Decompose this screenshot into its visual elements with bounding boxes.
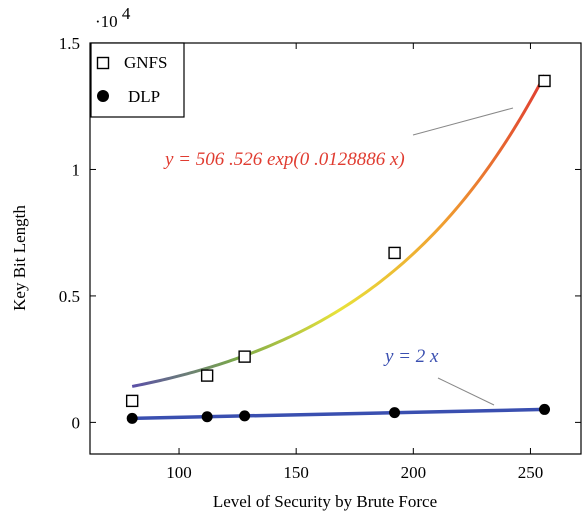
y-tick-label: 0	[72, 413, 81, 432]
gnfs-point	[238, 350, 251, 363]
axis-ticks: 100 150 200 250 0 0.5 1 1.5	[59, 34, 581, 482]
dlp-point	[126, 412, 138, 424]
x-tick-label: 150	[283, 463, 309, 482]
legend-dlp-label: DLP	[128, 87, 160, 106]
x-tick-label: 100	[166, 463, 192, 482]
y-axis-multiplier-base: ·10	[95, 12, 118, 31]
linear-fit-pointer	[437, 377, 495, 406]
exp-fit-curve	[131, 74, 546, 388]
legend-box	[90, 42, 185, 118]
x-tick-label: 200	[401, 463, 427, 482]
dlp-point	[239, 410, 251, 422]
x-axis-title: Level of Security by Brute Force	[213, 492, 437, 511]
y-axis-multiplier-exponent: 4	[122, 4, 131, 23]
y-tick-label: 1.5	[59, 34, 80, 53]
y-tick-label: 0.5	[59, 287, 80, 306]
plot-area	[89, 42, 582, 455]
linear-fit-equation: y = 2 x	[383, 346, 439, 367]
y-axis-title: Key Bit Length	[10, 205, 29, 311]
dlp-point	[539, 403, 551, 415]
y-tick-label: 1	[72, 160, 81, 179]
legend-gnfs-label: GNFS	[124, 53, 167, 72]
gnfs-point	[125, 394, 139, 408]
gnfs-point	[538, 74, 551, 88]
dlp-point	[389, 407, 401, 419]
legend: GNFS DLP	[90, 42, 185, 118]
exp-fit-equation: y = 506 .526 exp(0 .0128886 x)	[163, 149, 405, 170]
fit-labels: y = 506 .526 exp(0 .0128886 x) y = 2 x	[163, 107, 514, 406]
dlp-point	[201, 411, 213, 423]
exp-fit-pointer	[412, 107, 514, 136]
legend-dlp-marker	[97, 90, 109, 102]
legend-gnfs-marker	[96, 56, 110, 70]
gnfs-point	[388, 246, 401, 260]
x-tick-label: 250	[518, 463, 544, 482]
linear-fit-line	[132, 407, 545, 421]
fit-curves	[131, 74, 546, 421]
gnfs-point	[200, 369, 214, 382]
data-marks	[125, 74, 551, 424]
y-axis-multiplier: ·10 4	[95, 4, 131, 31]
